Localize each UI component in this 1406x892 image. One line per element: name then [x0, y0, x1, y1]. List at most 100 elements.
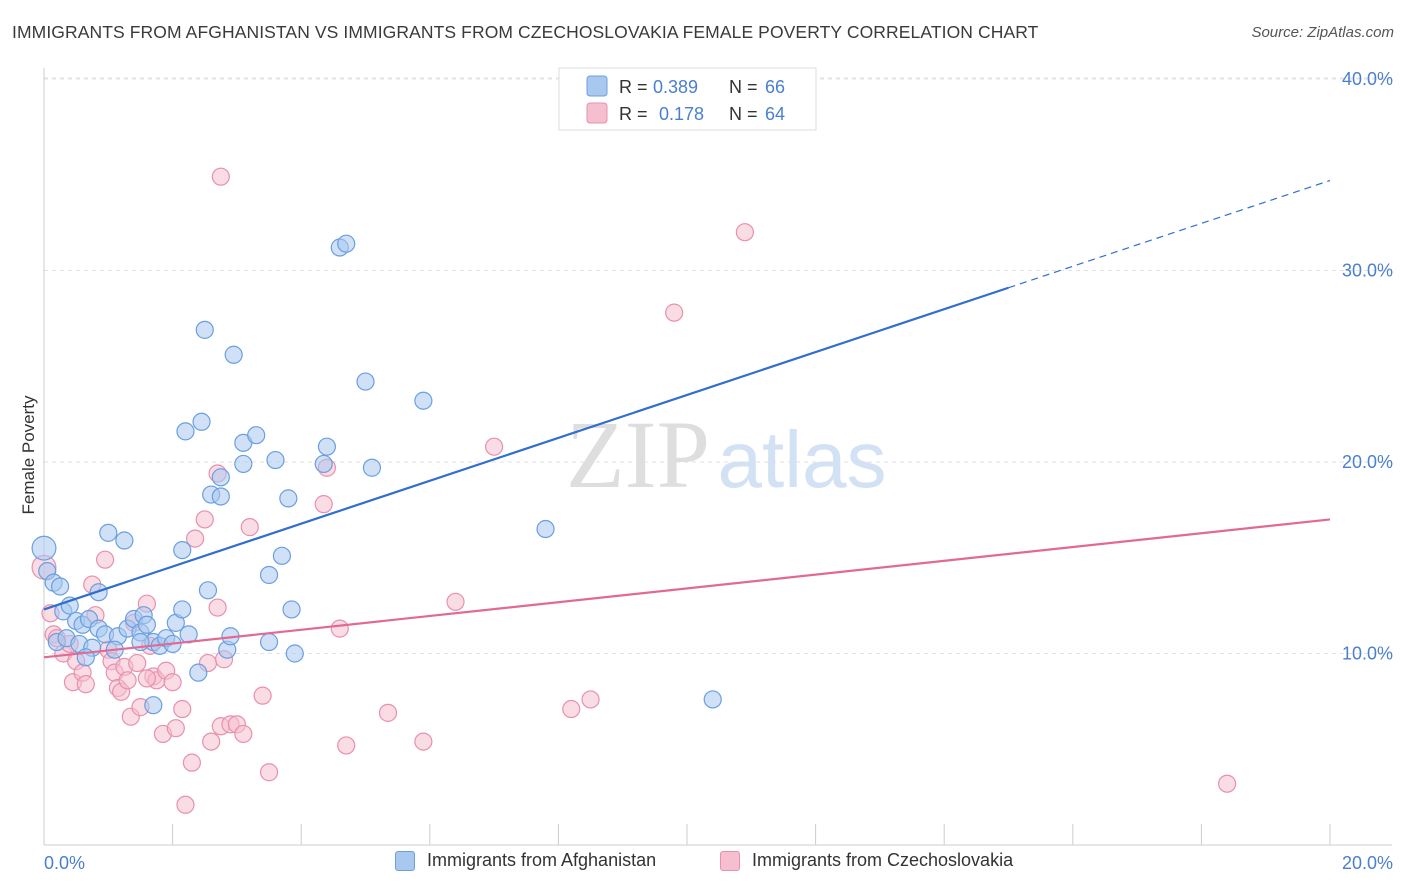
point-czechoslovakia-31 [166, 719, 185, 738]
legend-r-value-czechoslovakia: 0.178 [659, 104, 704, 124]
point-afghanistan-54 [414, 391, 433, 410]
point-afghanistan-41 [192, 412, 211, 431]
point-afghanistan-35 [115, 531, 134, 550]
point-czechoslovakia-60 [665, 303, 684, 322]
point-czechoslovakia-34 [182, 753, 201, 772]
point-czechoslovakia-55 [414, 732, 433, 751]
point-czechoslovakia-56 [446, 592, 465, 611]
point-afghanistan-40 [176, 422, 195, 441]
point-czechoslovakia-12 [95, 550, 115, 569]
x-tick-label-0: 0.0% [44, 853, 85, 873]
point-czechoslovakia-61 [735, 223, 754, 242]
point-afghanistan-44 [211, 468, 230, 487]
trend-lines [43, 179, 1331, 659]
point-afghanistan-37 [259, 565, 279, 585]
point-afghanistan-56 [224, 345, 243, 364]
legend-swatch-czechoslovakia [586, 102, 608, 124]
legend-bottom-label-afghanistan: Immigrants from Afghanistan [427, 850, 657, 870]
point-afghanistan-34 [99, 523, 118, 542]
tick-labels: 10.0% 20.0% 30.0% 40.0% 0.0% 20.0% [44, 69, 1393, 873]
legend-r-label-czechoslovakia: R = [619, 104, 648, 124]
point-czechoslovakia-30 [163, 673, 182, 692]
legend-item-afghanistan: Immigrants from Afghanistan [395, 850, 656, 871]
point-afghanistan-20 [137, 615, 156, 634]
point-afghanistan-38 [272, 546, 292, 565]
point-afghanistan-27 [198, 581, 218, 600]
point-afghanistan-49 [279, 489, 298, 508]
legend-bottom-swatch-czechoslovakia [720, 850, 740, 871]
y-tick-label-2: 30.0% [1342, 261, 1393, 281]
legend-bottom: Immigrants from Afghanistan Immigrants f… [0, 850, 1406, 880]
trend-line-czechoslovakia [43, 518, 1331, 659]
point-afghanistan-47 [247, 426, 266, 445]
point-afghanistan-43 [211, 487, 230, 506]
legend-r-value-afghanistan: 0.389 [653, 77, 698, 97]
legend-n-label-afghanistan: N = [729, 77, 758, 97]
trend-line-afghanistan-extension [1008, 179, 1331, 289]
point-czechoslovakia-22 [128, 653, 147, 673]
point-czechoslovakia-62 [1218, 774, 1237, 793]
legend-n-value-czechoslovakia: 64 [765, 104, 785, 124]
point-czechoslovakia-19 [118, 671, 137, 690]
x-tick-label-1: 20.0% [1342, 853, 1393, 873]
point-afghanistan-55 [195, 320, 214, 339]
grid-lines [44, 77, 1392, 654]
point-czechoslovakia-47 [259, 763, 279, 782]
point-czechoslovakia-44 [234, 724, 253, 744]
point-afghanistan-33 [285, 644, 304, 663]
point-afghanistan-59 [536, 519, 555, 539]
point-czechoslovakia-53 [337, 736, 356, 755]
legend-item-czechoslovakia: Immigrants from Czechoslovakia [720, 850, 1013, 871]
point-afghanistan-31 [259, 632, 279, 652]
point-czechoslovakia-35 [186, 529, 205, 548]
legend-bottom-swatch-afghanistan [395, 850, 415, 871]
point-afghanistan-36 [173, 540, 192, 560]
point-afghanistan-50 [314, 454, 333, 474]
point-czechoslovakia-50 [314, 495, 333, 514]
y-axis-label: Female Poverty [19, 395, 38, 515]
point-czechoslovakia-46 [253, 686, 272, 705]
point-czechoslovakia-36 [195, 510, 214, 529]
point-czechoslovakia-54 [378, 703, 398, 722]
chart-title: IMMIGRANTS FROM AFGHANISTAN VS IMMIGRANT… [12, 22, 1039, 42]
point-afghanistan-58 [337, 234, 356, 253]
point-afghanistan-32 [282, 600, 301, 619]
point-afghanistan-48 [266, 450, 285, 470]
legend-n-value-afghanistan: 66 [765, 77, 785, 97]
point-czechoslovakia-39 [208, 598, 227, 617]
legend-top: R = 0.389 N = 66 R = 0.178 N = 64 [558, 67, 817, 131]
point-czechoslovakia-45 [240, 518, 259, 537]
point-czechoslovakia-52 [330, 619, 349, 638]
point-czechoslovakia-38 [202, 732, 221, 751]
point-czechoslovakia-58 [562, 699, 581, 719]
point-afghanistan-45 [234, 454, 253, 474]
legend-n-label-czechoslovakia: N = [729, 104, 758, 124]
series-afghanistan-points [31, 234, 722, 715]
y-tick-label-3: 40.0% [1342, 69, 1393, 89]
point-afghanistan-28 [189, 663, 208, 682]
point-afghanistan-4 [50, 577, 70, 596]
point-czechoslovakia-63 [137, 669, 156, 688]
watermark-atlas: atlas [718, 415, 887, 504]
point-afghanistan-60 [703, 690, 722, 709]
point-czechoslovakia-33 [176, 795, 195, 814]
trend-line-afghanistan [43, 286, 1009, 611]
point-czechoslovakia-9 [76, 675, 95, 694]
point-czechoslovakia-32 [173, 699, 192, 719]
y-tick-label-0: 10.0% [1342, 644, 1393, 664]
legend-r-label-afghanistan: R = [619, 77, 648, 97]
point-czechoslovakia-59 [581, 690, 600, 709]
point-afghanistan-61 [144, 696, 163, 715]
point-afghanistan-53 [356, 372, 375, 391]
axes [43, 68, 1392, 846]
point-afghanistan-0 [31, 535, 57, 561]
point-czechoslovakia-57 [485, 437, 504, 456]
y-tick-label-1: 20.0% [1342, 452, 1393, 472]
legend-bottom-label-czechoslovakia: Immigrants from Czechoslovakia [752, 850, 1014, 870]
source-credit: Source: ZipAtlas.com [1251, 24, 1394, 41]
legend-swatch-afghanistan [586, 75, 608, 97]
point-afghanistan-51 [317, 437, 337, 456]
point-afghanistan-25 [173, 600, 192, 619]
point-czechoslovakia-48 [211, 167, 230, 186]
